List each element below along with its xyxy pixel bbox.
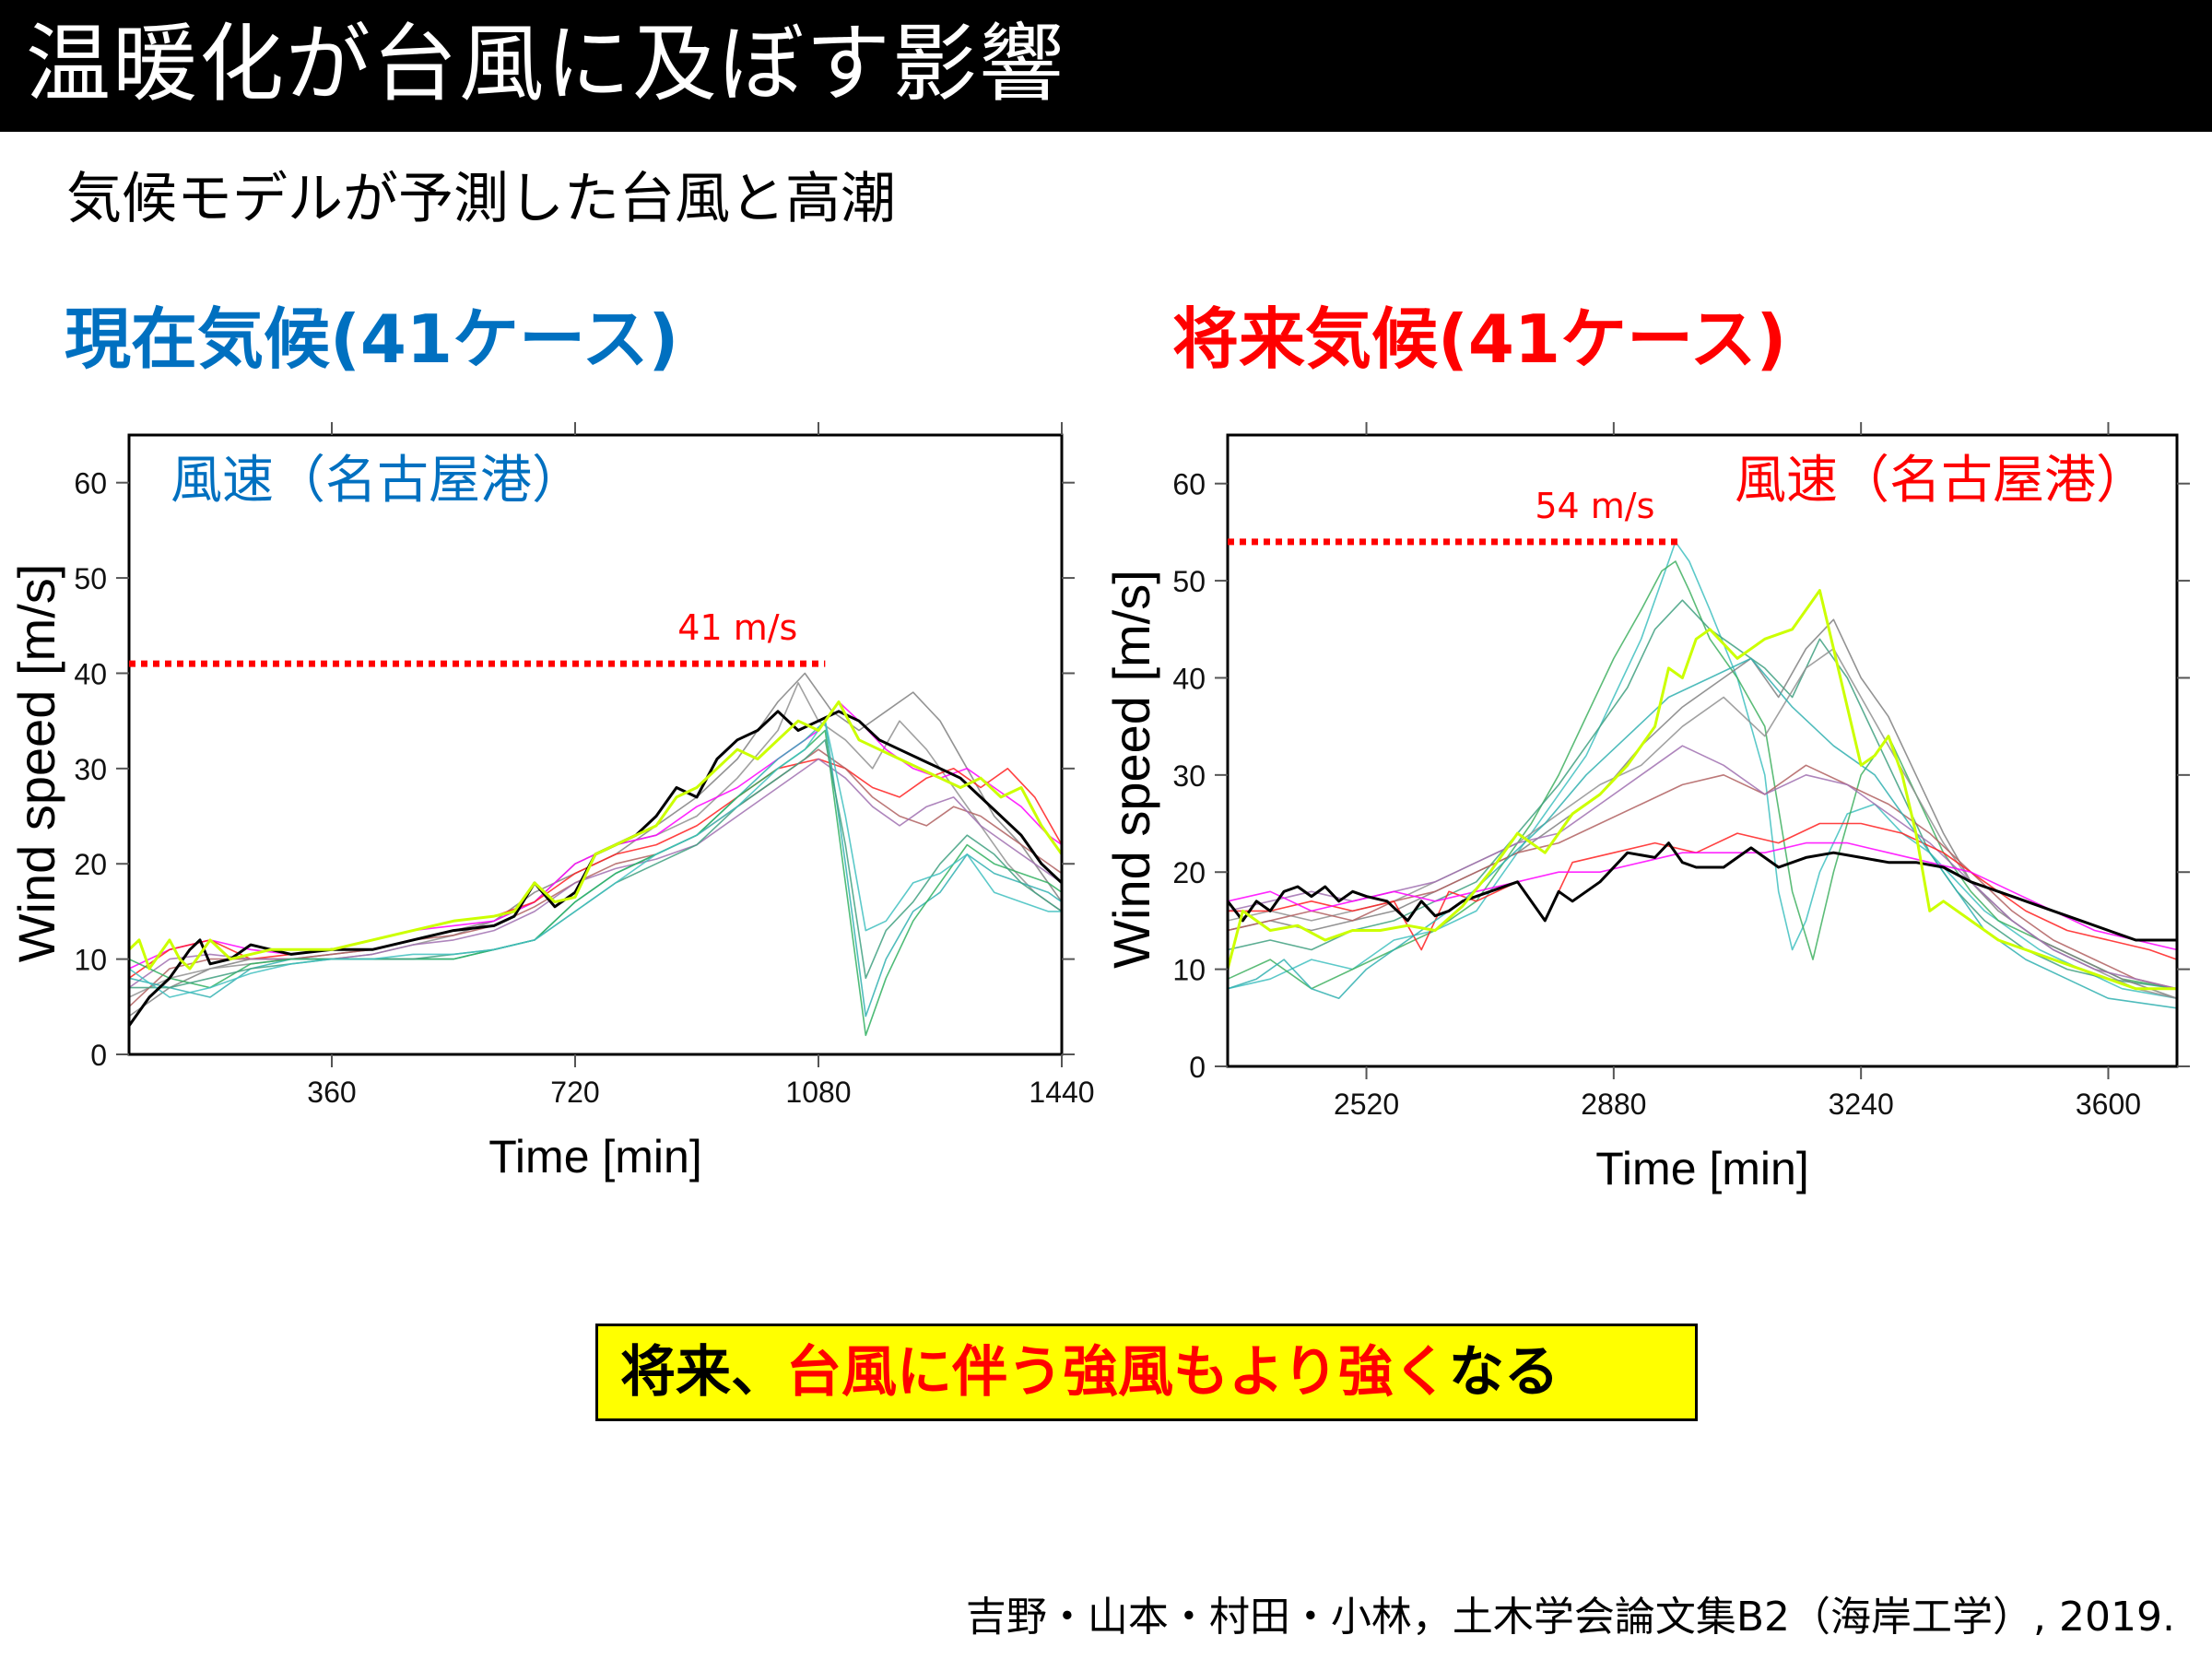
series-line-case-brown <box>129 748 1062 1007</box>
slide-title: 温暖化が台風に及ぼす影響 <box>26 15 1066 113</box>
y-tick-label: 40 <box>74 657 107 690</box>
present-climate-heading: 現在気候(41ケース) <box>65 300 679 378</box>
citation: 吉野・山本・村田・小林，土木学会論文集B2（海岸工学）, 2019. <box>965 1594 2175 1641</box>
plot-frame <box>127 433 1064 1056</box>
series-line-case-teal-dip-1 <box>129 720 1062 1018</box>
conclusion-banner: 将来、台風に伴う強風もより強くなる <box>595 1324 1698 1421</box>
x-tick-label: 2880 <box>1581 1088 1646 1121</box>
y-tick-label: 0 <box>1189 1051 1206 1084</box>
y-tick-label: 50 <box>74 562 107 595</box>
y-tick-label: 50 <box>1172 565 1206 598</box>
series-line-case-green-dip-2 <box>129 729 1062 1037</box>
series-line-case-red <box>1228 822 2177 960</box>
title-bar: 温暖化が台風に及ぼす影響 <box>0 0 2212 132</box>
series-line-highlight-yellow <box>1228 589 2177 991</box>
y-tick-label: 10 <box>1172 954 1206 987</box>
banner-text: 将来、台風に伴う強風もより強くなる <box>620 1335 1559 1409</box>
x-tick-label: 1080 <box>785 1076 851 1109</box>
plot-frame <box>1226 433 2179 1068</box>
y-tick-label: 60 <box>1172 468 1206 501</box>
max-label: 54 m/s <box>1535 486 1654 526</box>
x-tick-label: 3600 <box>2076 1088 2141 1121</box>
y-tick-label: 0 <box>90 1039 107 1072</box>
series-line-case-magenta <box>1228 841 2177 951</box>
series-line-case-magenta <box>129 700 1062 970</box>
series-line-case-red <box>129 758 1062 979</box>
y-tick-label: 40 <box>1172 662 1206 695</box>
future-wind-chart: 0 10 20 30 40 50 60 2520 2880 3240 3600 54 m/s 風速（… <box>1102 422 2190 1194</box>
series-line-highlight-yellow <box>129 700 1062 971</box>
y-tick-label: 30 <box>74 753 107 786</box>
y-tick-label: 30 <box>1172 759 1206 793</box>
x-axis-label: Time [min] <box>488 1131 702 1182</box>
x-tick-label: 720 <box>550 1076 599 1109</box>
series-line-case-cyan-dip-4 <box>129 720 1062 998</box>
y-tick-label: 20 <box>1172 856 1206 889</box>
y-tick-label: 60 <box>74 467 107 500</box>
y-tick-label: 10 <box>74 944 107 977</box>
future-climate-heading: 将来気候(41ケース) <box>1172 300 1787 378</box>
y-tick-label: 20 <box>74 848 107 881</box>
banner-suffix: なる <box>1448 1340 1559 1405</box>
x-tick-label: 2520 <box>1334 1088 1399 1121</box>
x-tick-label: 1440 <box>1029 1076 1094 1109</box>
y-axis-label: Wind speed [m/s] <box>7 564 65 963</box>
x-tick-label: 360 <box>307 1076 356 1109</box>
plot-title: 風速（名古屋港） <box>1735 451 2147 511</box>
axis-ticks: 0 10 20 30 40 50 60 2520 2880 3240 3600 <box>1172 422 2190 1121</box>
present-wind-chart: 0 10 20 30 40 50 60 360 720 1080 1440 41 m/s 風速（名古… <box>7 422 1095 1182</box>
x-axis-label: Time [min] <box>1595 1143 1809 1194</box>
series-line-highlight-black <box>129 710 1062 1027</box>
y-axis-label: Wind speed [m/s] <box>1102 570 1160 969</box>
x-tick-label: 3240 <box>1829 1088 1894 1121</box>
series-layer <box>1228 541 2177 1009</box>
series-line-highlight-black <box>1228 841 2177 942</box>
banner-highlight: 台風に伴う強風もより強く <box>786 1340 1449 1405</box>
max-label: 41 m/s <box>677 607 797 648</box>
series-layer <box>129 672 1062 1037</box>
series-line-case-brown <box>1228 764 2177 990</box>
plot-title: 風速（名古屋港） <box>171 451 583 511</box>
series-line-case-gray-1 <box>1228 618 2177 999</box>
series-line-case-cyan-low <box>1228 657 2177 1009</box>
banner-prefix: 将来、 <box>620 1340 786 1405</box>
series-line-case-green-peak <box>1228 560 2177 990</box>
axis-ticks: 0 10 20 30 40 50 60 360 720 1080 1440 <box>74 422 1095 1109</box>
slide-subtitle: 気候モデルが予測した台風と高潮 <box>66 167 896 231</box>
